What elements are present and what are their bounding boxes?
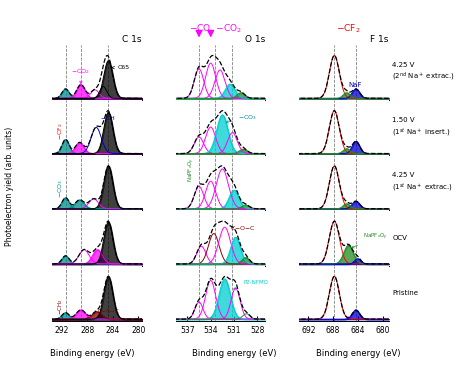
- Text: 4.25 V
(2$^{nd}$ Na$^+$ extrac.): 4.25 V (2$^{nd}$ Na$^+$ extrac.): [392, 62, 455, 83]
- Text: $-$CO$_2$: $-$CO$_2$: [71, 67, 90, 84]
- Text: C$-$O$-$C: C$-$O$-$C: [97, 307, 120, 314]
- Text: NaPF$_x$O$_y$: NaPF$_x$O$_y$: [352, 232, 388, 248]
- Text: F 1s: F 1s: [370, 35, 389, 44]
- Text: 1.50 V
(1$^{st}$ Na$^+$ insert.): 1.50 V (1$^{st}$ Na$^+$ insert.): [392, 117, 451, 138]
- Text: C65: C65: [112, 65, 130, 70]
- Text: Photoelectron yield (arb. units): Photoelectron yield (arb. units): [5, 127, 14, 246]
- Text: NaPF$_x$O$_y$: NaPF$_x$O$_y$: [186, 157, 197, 182]
- Text: $-$CF$_2$: $-$CF$_2$: [336, 23, 361, 35]
- Text: OCV: OCV: [392, 235, 407, 241]
- Text: C 1s: C 1s: [122, 35, 142, 44]
- Text: $-$CO, $-$CO$_2$: $-$CO, $-$CO$_2$: [189, 23, 242, 35]
- Text: P2-NFMO: P2-NFMO: [234, 280, 268, 289]
- Text: $-$CF$_2$: $-$CF$_2$: [56, 122, 65, 140]
- Text: $-$CH$_2$: $-$CH$_2$: [56, 298, 65, 314]
- Text: Binding energy (eV): Binding energy (eV): [50, 349, 135, 358]
- Text: $-$CH: $-$CH: [100, 115, 116, 122]
- Text: Pristine: Pristine: [392, 290, 418, 296]
- Text: Binding energy (eV): Binding energy (eV): [316, 349, 400, 358]
- Text: $-$CO$_3$: $-$CO$_3$: [56, 179, 65, 198]
- Text: C$-$O$-$C: C$-$O$-$C: [230, 224, 256, 232]
- Text: Binding energy (eV): Binding energy (eV): [192, 349, 277, 358]
- Text: 4.25 V
(1$^{st}$ Na$^+$ extrac.): 4.25 V (1$^{st}$ Na$^+$ extrac.): [392, 172, 453, 194]
- Text: NaF: NaF: [348, 82, 362, 88]
- Text: $-$CO$_3$: $-$CO$_3$: [226, 113, 257, 123]
- Text: O 1s: O 1s: [245, 35, 265, 44]
